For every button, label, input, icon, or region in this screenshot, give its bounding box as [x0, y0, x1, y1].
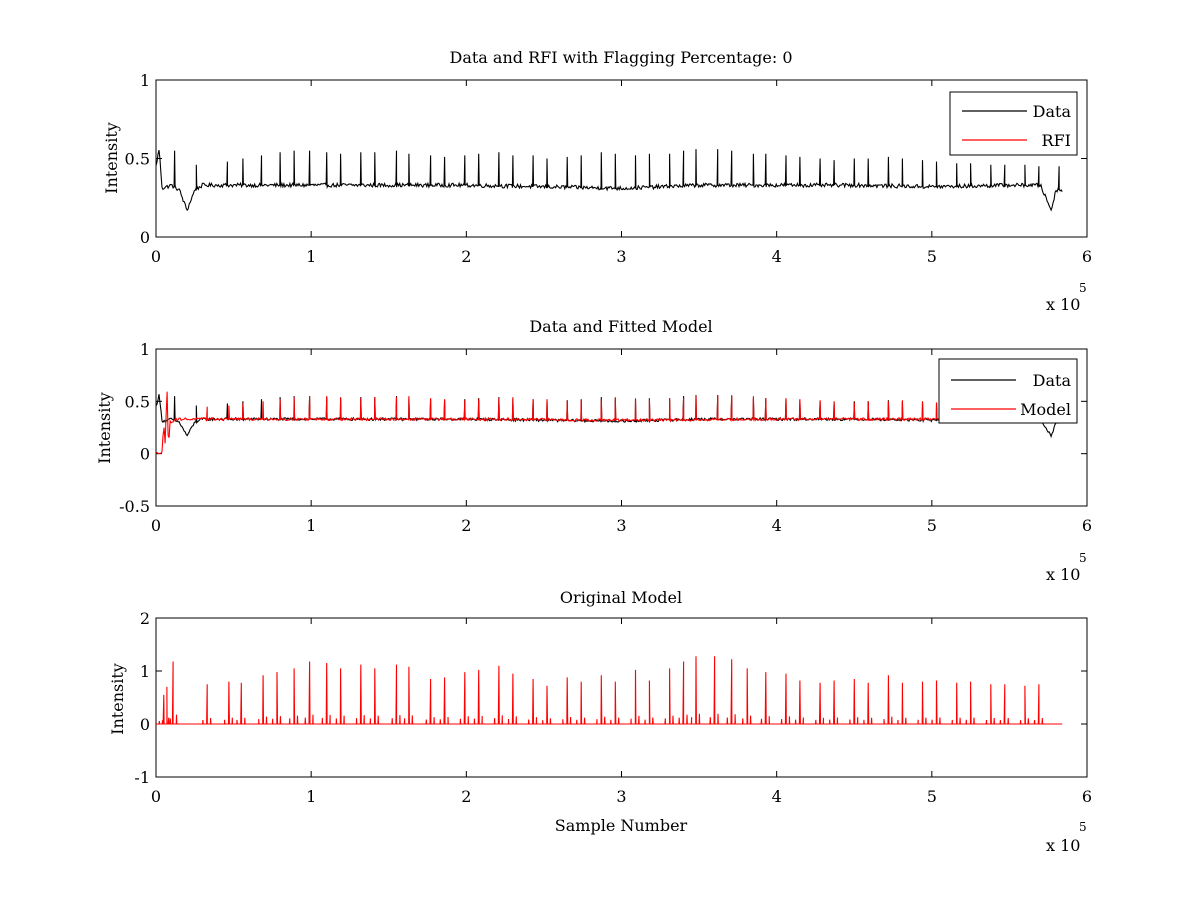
- x-tick-label: 4: [772, 787, 782, 806]
- panel-2-ylabel: Intensity: [95, 392, 114, 464]
- x-tick-label: 5: [927, 787, 937, 806]
- panel-2-x-multiplier-exponent: 5: [1079, 551, 1087, 565]
- panel-2-legend: Data Model: [938, 358, 1078, 424]
- x-tick-label: 6: [1082, 516, 1092, 535]
- legend-label-data: Data: [1033, 371, 1072, 390]
- y-tick-label: 0.5: [125, 150, 150, 169]
- x-tick-label: 1: [306, 516, 316, 535]
- panel-1-x-multiplier: x 10: [1046, 295, 1080, 314]
- panel-3-xlabel: Sample Number: [555, 816, 688, 835]
- panel-3: Original Model Intensity Sample Number 0…: [108, 588, 1092, 855]
- x-tick-label: 6: [1082, 787, 1092, 806]
- x-tick-label: 5: [927, 247, 937, 266]
- x-tick-label: 2: [461, 516, 471, 535]
- y-tick-label: 0: [140, 715, 150, 734]
- panel-1-title: Data and RFI with Flagging Percentage: 0: [449, 48, 792, 67]
- y-tick-label: -0.5: [119, 497, 150, 516]
- y-tick-label: 1: [140, 340, 150, 359]
- x-tick-label: 3: [616, 247, 626, 266]
- panel-1-legend: Data RFI: [949, 91, 1078, 156]
- panel-2: Data and Fitted Model Intensity 0 1 2 3 4 5 6 -…: [95, 317, 1092, 584]
- x-tick-label: 2: [461, 787, 471, 806]
- panel-1-plot-area: 0 1 2 3 4 5 6 0 0.5 1: [125, 71, 1093, 266]
- legend-box: [949, 91, 1078, 156]
- series-line-model: [156, 656, 1063, 725]
- y-tick-label: 1: [140, 71, 150, 90]
- y-tick-label: 2: [140, 609, 150, 628]
- series-line-data: [156, 149, 1063, 212]
- panel-2-x-multiplier: x 10: [1046, 565, 1080, 584]
- x-tick-label: 0: [151, 516, 161, 535]
- x-tick-label: 3: [616, 787, 626, 806]
- x-tick-label: 2: [461, 247, 471, 266]
- legend-box: [938, 358, 1078, 424]
- panel-3-x-multiplier-exponent: 5: [1079, 820, 1087, 834]
- x-tick-label: 3: [616, 516, 626, 535]
- x-tick-label: 1: [306, 787, 316, 806]
- y-tick-label: -1: [134, 768, 150, 787]
- panel-1-ylabel: Intensity: [102, 122, 121, 194]
- panel-2-title: Data and Fitted Model: [529, 317, 712, 336]
- panel-2-plot-area: 0 1 2 3 4 5 6-0.500.51: [119, 340, 1092, 535]
- panel-1: Data and RFI with Flagging Percentage: 0…: [102, 48, 1092, 314]
- x-tick-label: 0: [151, 247, 161, 266]
- x-tick-label: 1: [306, 247, 316, 266]
- panel-3-title: Original Model: [560, 588, 682, 607]
- series-line-model: [156, 391, 1063, 455]
- y-tick-label: 0.5: [125, 392, 150, 411]
- y-tick-label: 0: [140, 445, 150, 464]
- x-tick-label: 6: [1082, 247, 1092, 266]
- legend-label-rfi: RFI: [1042, 131, 1071, 150]
- x-tick-label: 5: [927, 516, 937, 535]
- x-tick-label: 0: [151, 787, 161, 806]
- x-tick-label: 4: [772, 247, 782, 266]
- y-tick-label: 0: [140, 228, 150, 247]
- y-tick-label: 1: [140, 662, 150, 681]
- legend-label-data: Data: [1033, 102, 1072, 121]
- panel-1-x-multiplier-exponent: 5: [1079, 281, 1087, 295]
- legend-label-model: Model: [1020, 400, 1071, 419]
- panel-3-ylabel: Intensity: [108, 663, 127, 735]
- x-tick-label: 4: [772, 516, 782, 535]
- panel-3-x-multiplier: x 10: [1046, 836, 1080, 855]
